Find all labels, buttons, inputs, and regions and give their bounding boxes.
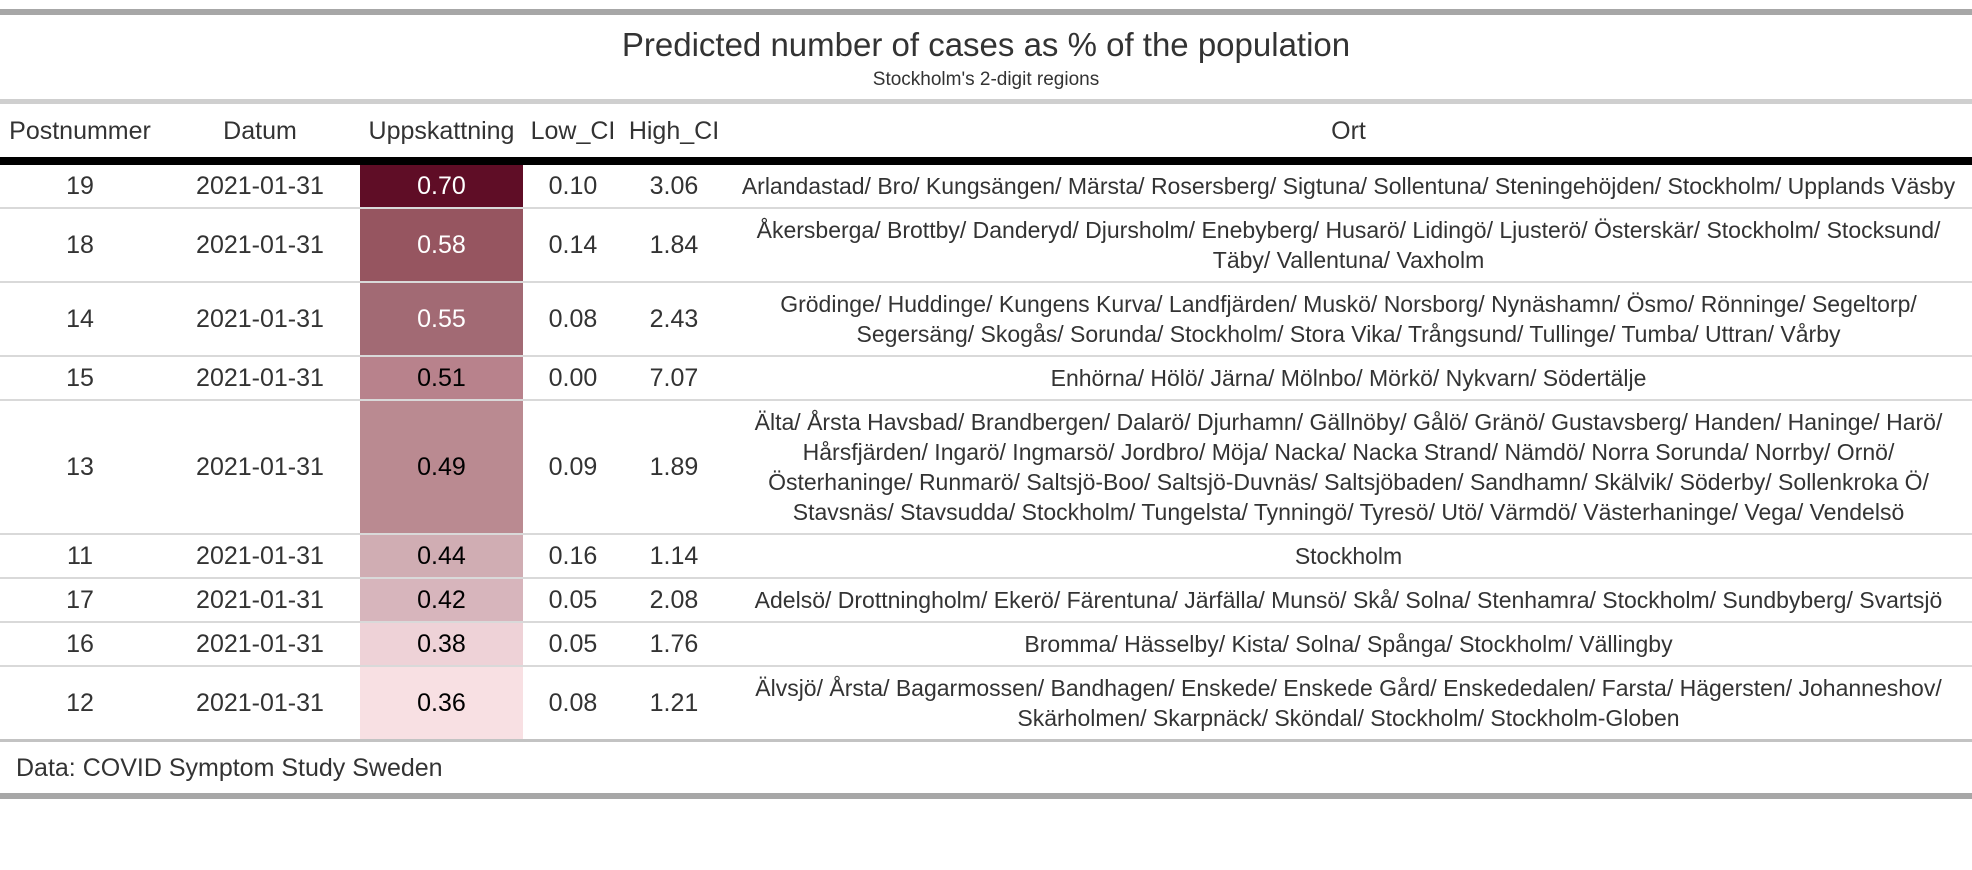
cell-postnummer: 19 xyxy=(0,161,160,209)
cell-low-ci: 0.08 xyxy=(523,282,623,357)
column-header-datum: Datum xyxy=(160,104,360,165)
cell-ort: Enhörna/ Hölö/ Järna/ Mölnbo/ Mörkö/ Nyk… xyxy=(725,356,1972,401)
cell-uppskattning-heatmap: 0.58 xyxy=(360,208,523,283)
cell-postnummer: 16 xyxy=(0,622,160,667)
column-header-ort: Ort xyxy=(725,104,1972,165)
data-table: Postnummer Datum Uppskattning Low_CI Hig… xyxy=(0,104,1972,742)
table-row: 11 2021-01-31 0.44 0.16 1.14 Stockholm xyxy=(0,534,1972,579)
cell-datum: 2021-01-31 xyxy=(160,534,360,579)
table-row: 15 2021-01-31 0.51 0.00 7.07 Enhörna/ Hö… xyxy=(0,356,1972,401)
table-bottom-border xyxy=(0,793,1972,799)
cell-ort: Grödinge/ Huddinge/ Kungens Kurva/ Landf… xyxy=(725,282,1972,357)
cell-high-ci: 1.14 xyxy=(623,534,725,579)
cell-ort: Älvsjö/ Årsta/ Bagarmossen/ Bandhagen/ E… xyxy=(725,666,1972,742)
table-subtitle: Stockholm's 2-digit regions xyxy=(872,69,1100,90)
table-top-border xyxy=(0,9,1972,15)
cell-high-ci: 2.43 xyxy=(623,282,725,357)
cell-datum: 2021-01-31 xyxy=(160,356,360,401)
column-header-high-ci: High_CI xyxy=(623,104,725,165)
cell-uppskattning-heatmap: 0.49 xyxy=(360,400,523,535)
cell-datum: 2021-01-31 xyxy=(160,208,360,283)
cell-postnummer: 18 xyxy=(0,208,160,283)
cell-ort: Åkersberga/ Brottby/ Danderyd/ Djursholm… xyxy=(725,208,1972,283)
cell-low-ci: 0.08 xyxy=(523,666,623,742)
cell-high-ci: 1.84 xyxy=(623,208,725,283)
table-container: Predicted number of cases as % of the po… xyxy=(0,9,1972,799)
cell-datum: 2021-01-31 xyxy=(160,578,360,623)
cell-postnummer: 17 xyxy=(0,578,160,623)
cell-ort: Älta/ Årsta Havsbad/ Brandbergen/ Dalarö… xyxy=(725,400,1972,535)
table-row: 12 2021-01-31 0.36 0.08 1.21 Älvsjö/ Års… xyxy=(0,666,1972,742)
cell-uppskattning-heatmap: 0.44 xyxy=(360,534,523,579)
cell-high-ci: 2.08 xyxy=(623,578,725,623)
column-header-postnummer: Postnummer xyxy=(0,104,160,165)
cell-low-ci: 0.00 xyxy=(523,356,623,401)
cell-low-ci: 0.05 xyxy=(523,578,623,623)
table-heading: Predicted number of cases as % of the po… xyxy=(0,15,1972,104)
table-row: 19 2021-01-31 0.70 0.10 3.06 Arlandastad… xyxy=(0,161,1972,209)
cell-postnummer: 15 xyxy=(0,356,160,401)
cell-high-ci: 1.21 xyxy=(623,666,725,742)
cell-datum: 2021-01-31 xyxy=(160,622,360,667)
cell-postnummer: 13 xyxy=(0,400,160,535)
cell-uppskattning-heatmap: 0.36 xyxy=(360,666,523,742)
cell-low-ci: 0.16 xyxy=(523,534,623,579)
cell-low-ci: 0.10 xyxy=(523,161,623,209)
cell-uppskattning-heatmap: 0.42 xyxy=(360,578,523,623)
table-title: Predicted number of cases as % of the po… xyxy=(621,26,1351,63)
column-header-low-ci: Low_CI xyxy=(523,104,623,165)
cell-datum: 2021-01-31 xyxy=(160,400,360,535)
cell-uppskattning-heatmap: 0.70 xyxy=(360,161,523,209)
cell-high-ci: 1.89 xyxy=(623,400,725,535)
cell-uppskattning-heatmap: 0.55 xyxy=(360,282,523,357)
table-row: 16 2021-01-31 0.38 0.05 1.76 Bromma/ Häs… xyxy=(0,622,1972,667)
cell-datum: 2021-01-31 xyxy=(160,161,360,209)
cell-datum: 2021-01-31 xyxy=(160,282,360,357)
cell-ort: Arlandastad/ Bro/ Kungsängen/ Märsta/ Ro… xyxy=(725,161,1972,209)
cell-uppskattning-heatmap: 0.51 xyxy=(360,356,523,401)
cell-low-ci: 0.05 xyxy=(523,622,623,667)
cell-postnummer: 11 xyxy=(0,534,160,579)
cell-uppskattning-heatmap: 0.38 xyxy=(360,622,523,667)
cell-postnummer: 12 xyxy=(0,666,160,742)
source-note: Data: COVID Symptom Study Sweden xyxy=(16,754,443,782)
table-row: 18 2021-01-31 0.58 0.14 1.84 Åkersberga/… xyxy=(0,208,1972,283)
cell-ort: Adelsö/ Drottningholm/ Ekerö/ Färentuna/… xyxy=(725,578,1972,623)
column-header-uppskattning: Uppskattning xyxy=(360,104,523,165)
cell-low-ci: 0.09 xyxy=(523,400,623,535)
cell-high-ci: 7.07 xyxy=(623,356,725,401)
cell-low-ci: 0.14 xyxy=(523,208,623,283)
cell-high-ci: 3.06 xyxy=(623,161,725,209)
cell-datum: 2021-01-31 xyxy=(160,666,360,742)
table-header-row: Postnummer Datum Uppskattning Low_CI Hig… xyxy=(0,104,1972,165)
cell-high-ci: 1.76 xyxy=(623,622,725,667)
table-row: 13 2021-01-31 0.49 0.09 1.89 Älta/ Årsta… xyxy=(0,400,1972,535)
cell-postnummer: 14 xyxy=(0,282,160,357)
table-row: 14 2021-01-31 0.55 0.08 2.43 Grödinge/ H… xyxy=(0,282,1972,357)
table-body: 19 2021-01-31 0.70 0.10 3.06 Arlandastad… xyxy=(0,161,1972,742)
cell-ort: Bromma/ Hässelby/ Kista/ Solna/ Spånga/ … xyxy=(725,622,1972,667)
table-header: Postnummer Datum Uppskattning Low_CI Hig… xyxy=(0,104,1972,165)
table-row: 17 2021-01-31 0.42 0.05 2.08 Adelsö/ Dro… xyxy=(0,578,1972,623)
cell-ort: Stockholm xyxy=(725,534,1972,579)
